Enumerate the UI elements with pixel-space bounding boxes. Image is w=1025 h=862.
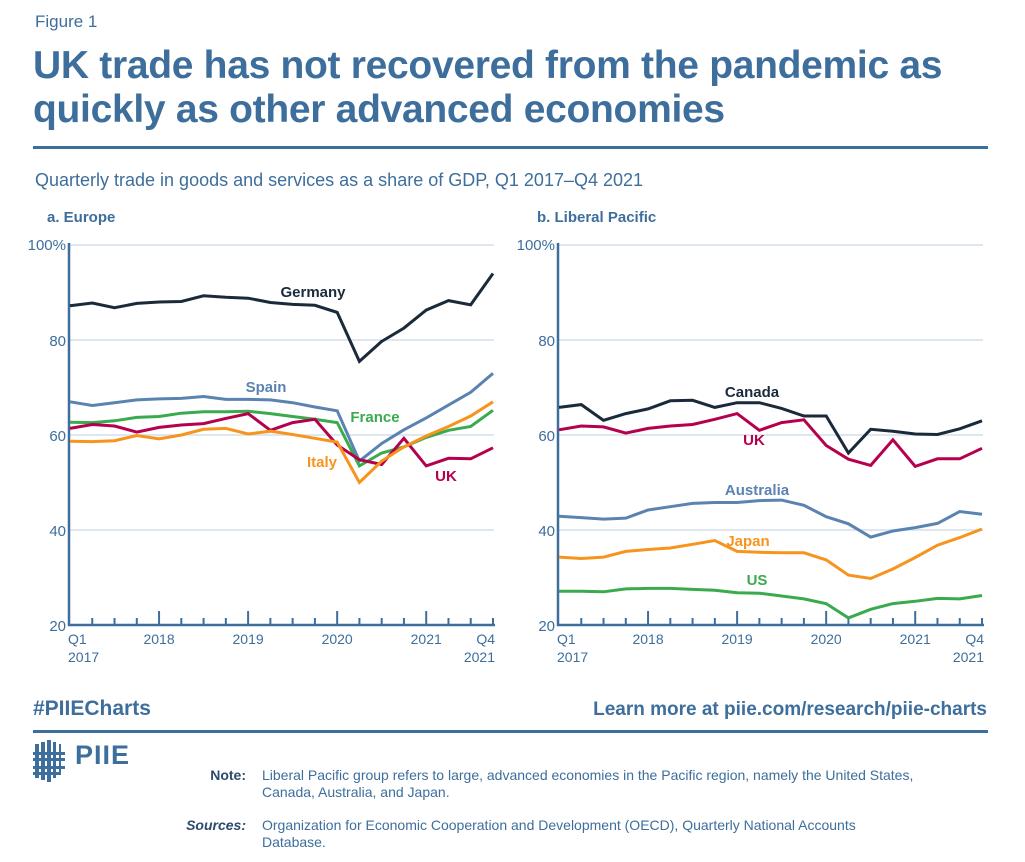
y-tick-label: 100% [517, 237, 555, 254]
x-tick-label: Q1 [557, 631, 576, 647]
charts-canvas: 20 40 60 80 100% Q1 2017 2018 2019 2020 2021 Q4 2021… [28, 237, 985, 665]
series-label-france: France [350, 409, 399, 426]
sources-label: Sources: [186, 817, 246, 833]
footer-divider [33, 730, 988, 733]
series-line-japan [558, 527, 983, 581]
y-tick-label: 100% [28, 237, 66, 254]
x-tick-label: 2021 [900, 631, 931, 647]
x-tick-label: Q4 [965, 631, 984, 647]
series-label-uk: UK [435, 468, 457, 485]
series-line-uk [558, 411, 983, 469]
series-label-germany: Germany [280, 284, 346, 301]
x-tick-label: 2021 [464, 649, 495, 665]
learn-more-link[interactable]: Learn more at piie.com/research/piie-cha… [593, 699, 987, 720]
series-label-japan: Japan [726, 533, 769, 550]
y-tick-label: 40 [538, 523, 555, 540]
series-line-germany [69, 272, 495, 364]
x-tick-label: 2019 [233, 631, 264, 647]
series-label-spain: Spain [246, 379, 287, 396]
series-line-france [69, 409, 494, 468]
series-line-uk [69, 411, 494, 468]
series-line-australia [558, 498, 983, 539]
y-tick-label: 40 [49, 523, 66, 540]
x-tick-label: Q4 [476, 631, 495, 647]
y-tick-label: 60 [538, 428, 555, 445]
building-icon [33, 740, 65, 782]
piie-logo: PIIE [33, 740, 143, 782]
figure-label: Figure 1 [35, 12, 98, 31]
x-tick-label: 2020 [322, 631, 353, 647]
x-tick-label: Q1 [68, 631, 87, 647]
series-label-italy: Italy [307, 454, 338, 471]
x-tick-label: 2017 [68, 649, 99, 665]
series-line-spain [69, 372, 494, 464]
y-tick-label: 20 [538, 618, 555, 635]
y-tick-label: 80 [49, 333, 66, 350]
y-tick-label: 20 [49, 618, 66, 635]
sources-text: Organization for Economic Cooperation an… [262, 817, 856, 850]
x-tick-label: 2019 [722, 631, 753, 647]
x-tick-label: 2018 [143, 631, 174, 647]
x-tick-label: 2020 [811, 631, 842, 647]
title-divider [33, 146, 988, 149]
panel-europe: 20 40 60 80 100% Q1 2017 2018 2019 2020 2021 Q4 2021… [28, 237, 496, 665]
note-text: Liberal Pacific group refers to large, a… [262, 767, 914, 800]
chart-title: UK trade has not recovered from the pand… [33, 44, 943, 131]
hashtag-label: #PIIECharts [33, 697, 151, 720]
panel-title-europe: a. Europe [47, 209, 116, 226]
chart-subtitle: Quarterly trade in goods and services as… [35, 170, 644, 190]
y-tick-label: 80 [538, 333, 555, 350]
y-tick-label: 60 [49, 428, 66, 445]
series-label-canada: Canada [725, 384, 780, 401]
series-line-us [559, 586, 983, 620]
series-line-canada [558, 398, 983, 456]
x-tick-label: 2021 [953, 649, 984, 665]
x-tick-label: 2021 [411, 631, 442, 647]
series-line-italy [69, 400, 494, 485]
note-label: Note: [210, 767, 246, 783]
series-label-us: US [747, 572, 768, 589]
logo-text: PIIE [75, 740, 131, 770]
x-tick-label: 2018 [632, 631, 663, 647]
panel-title-pacific: b. Liberal Pacific [537, 209, 657, 226]
x-tick-label: 2017 [557, 649, 588, 665]
panel-pacific: 20 40 60 80 100% Q1 2017 2018 2019 2020 2021 Q4 2021… [517, 237, 985, 665]
series-label-uk: UK [743, 432, 765, 449]
series-label-australia: Australia [725, 482, 790, 499]
